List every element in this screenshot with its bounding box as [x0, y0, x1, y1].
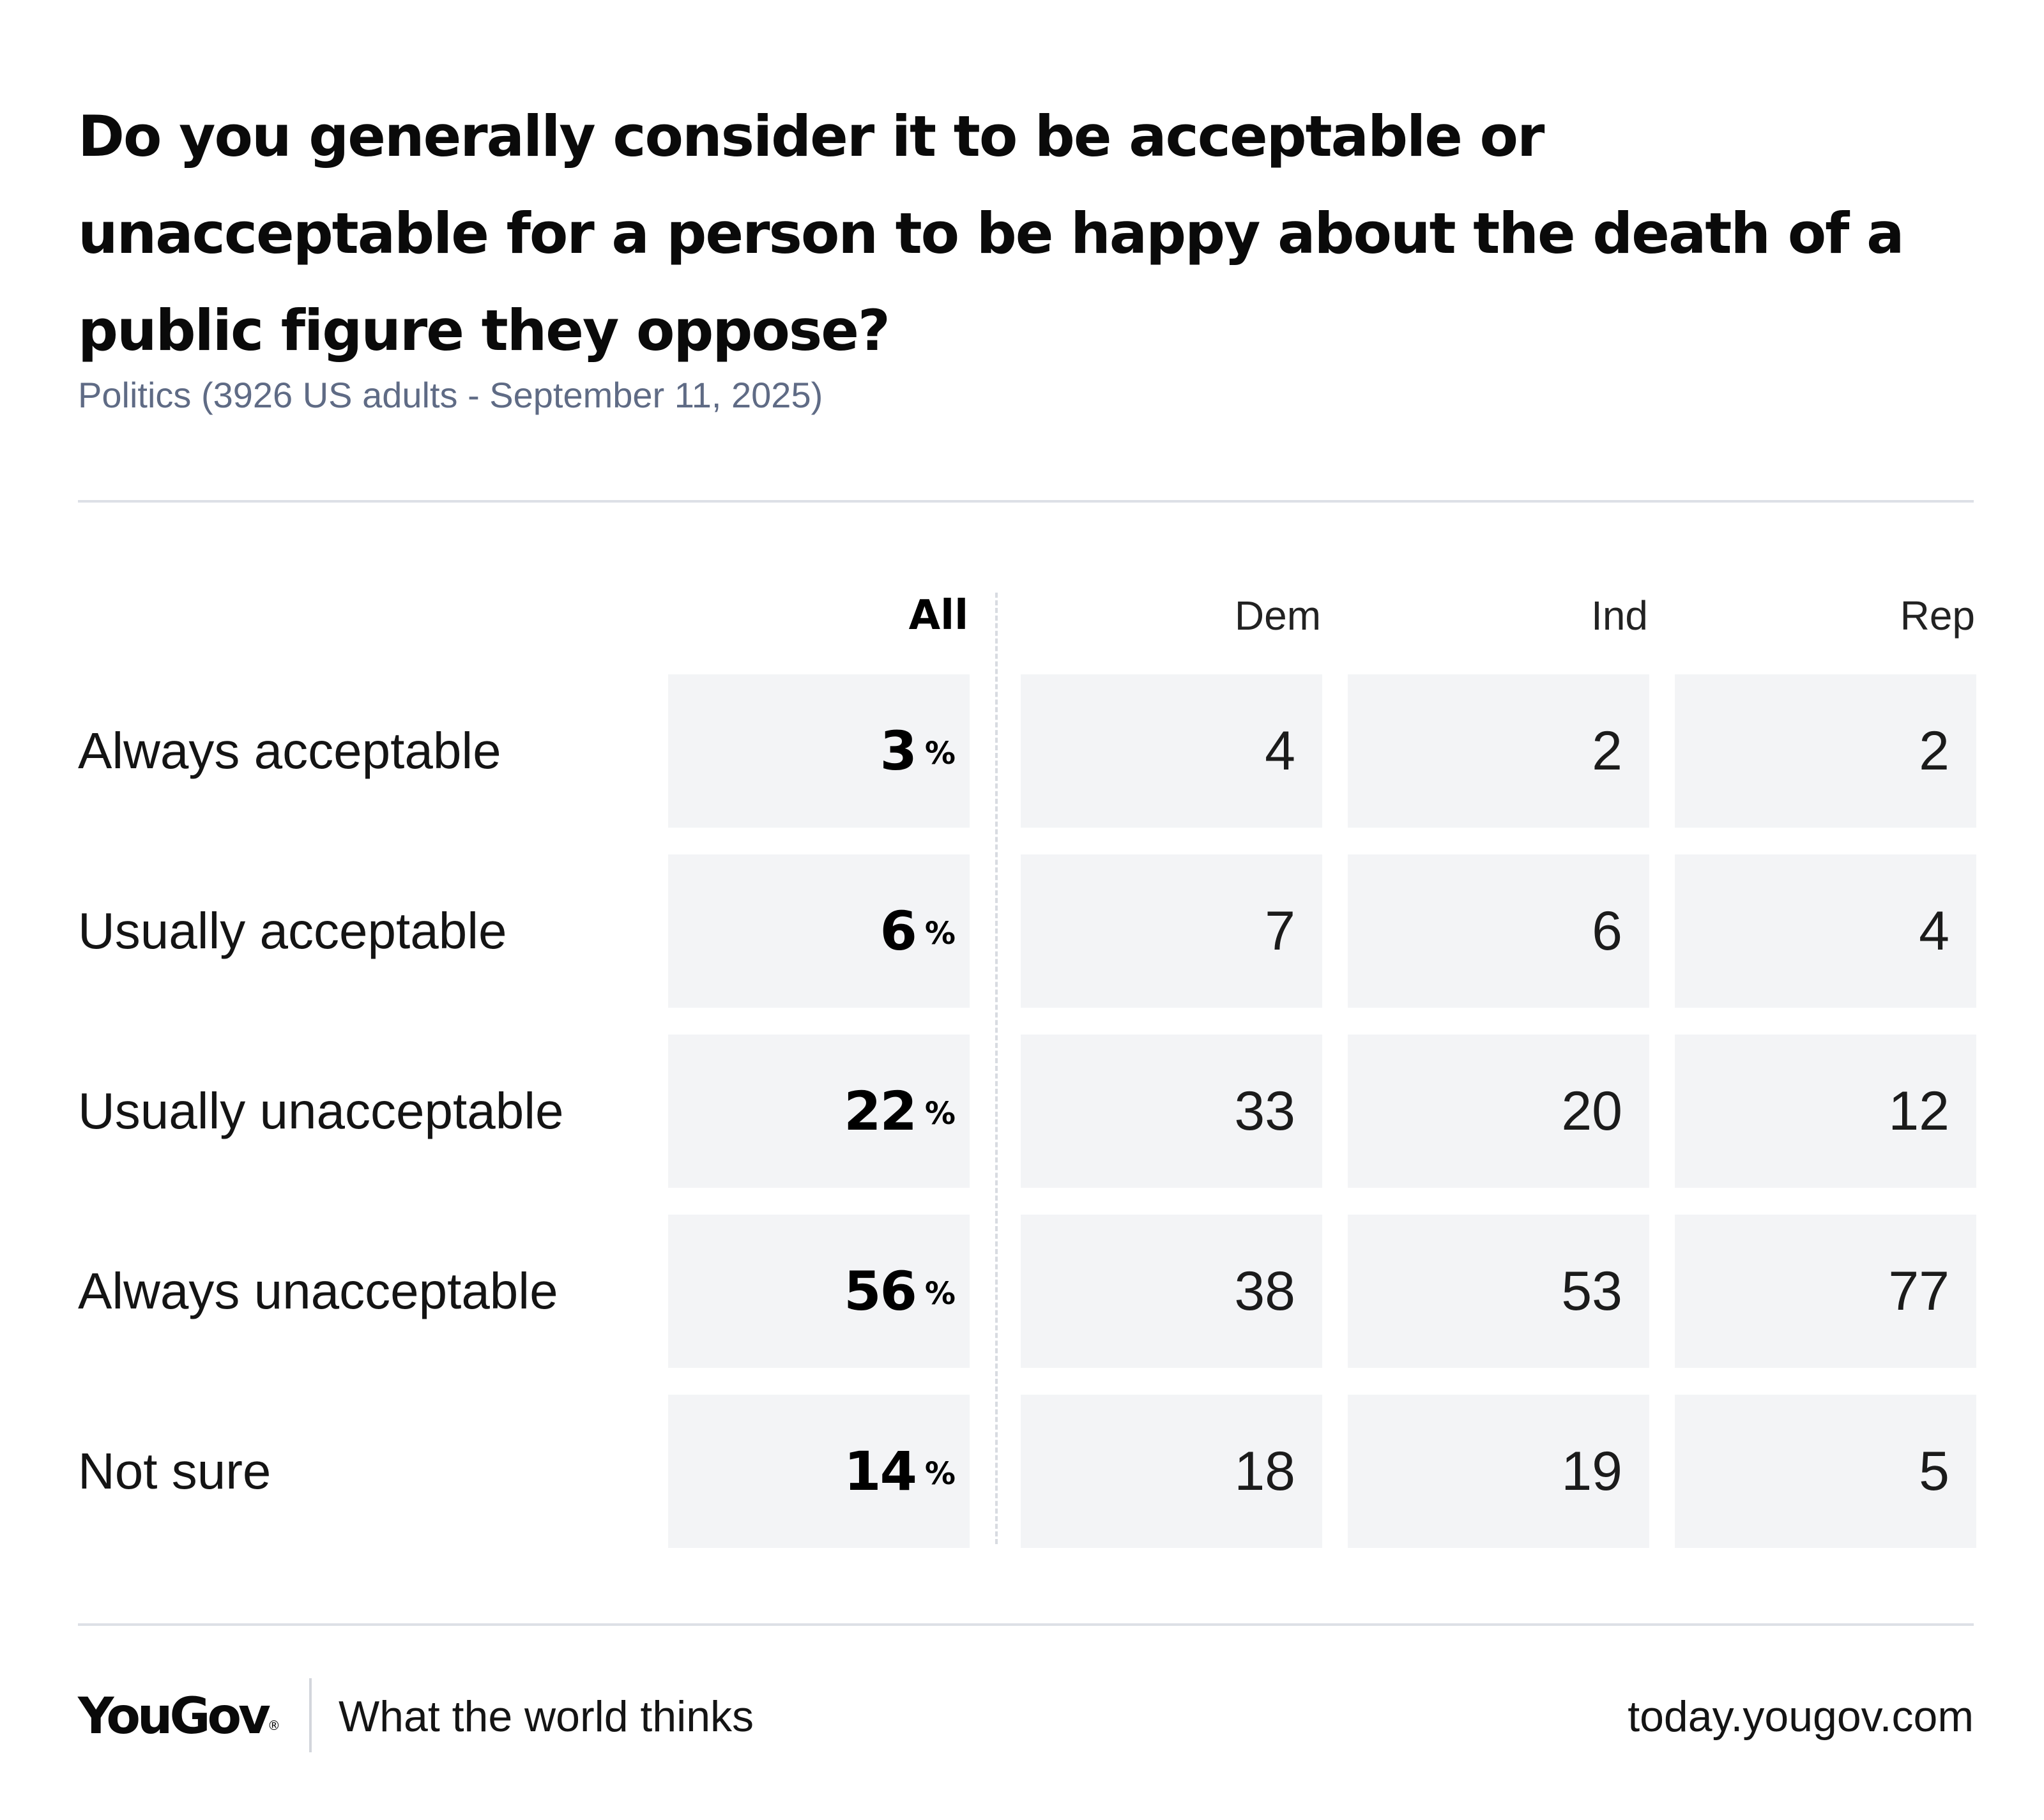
data-cell-dem: 18: [1021, 1395, 1322, 1548]
value-label: 56: [844, 1260, 917, 1323]
data-cell-dem: 7: [1021, 854, 1322, 1008]
column-header-dem: Dem: [1234, 593, 1321, 639]
value-label: 12: [1888, 1081, 1949, 1142]
data-cell-all: 56%: [668, 1215, 970, 1368]
top-divider: [78, 500, 1974, 503]
value-label: 4: [1265, 720, 1295, 782]
data-cell-rep: 77: [1675, 1215, 1976, 1368]
data-cell-all: 6%: [668, 854, 970, 1008]
value-label: 3: [880, 720, 917, 782]
data-cell-ind: 53: [1348, 1215, 1649, 1368]
value-label: 53: [1561, 1261, 1622, 1322]
value-label: 77: [1888, 1261, 1949, 1322]
data-cell-rep: 5: [1675, 1395, 1976, 1548]
value-label: 2: [1592, 720, 1622, 782]
bottom-divider: [78, 1623, 1974, 1626]
value-label: 7: [1265, 900, 1295, 962]
value-label: 33: [1234, 1081, 1295, 1142]
row-label: Always unacceptable: [78, 1263, 558, 1319]
data-cell-rep: 12: [1675, 1035, 1976, 1188]
value-label: 6: [880, 900, 917, 962]
data-cell-dem: 33: [1021, 1035, 1322, 1188]
value-label: 5: [1919, 1441, 1949, 1502]
data-cell-all: 14%: [668, 1395, 970, 1548]
data-cell-dem: 4: [1021, 674, 1322, 828]
footer-separator: [309, 1678, 312, 1752]
percent-sign: %: [924, 736, 956, 771]
value-label: 19: [1561, 1441, 1622, 1502]
percent-sign: %: [924, 916, 956, 952]
value-label: 38: [1234, 1261, 1295, 1322]
footer-tagline: What the world thinks: [339, 1692, 754, 1741]
footer-url[interactable]: today.yougov.com: [1628, 1692, 1974, 1741]
row-label: Usually acceptable: [78, 902, 507, 959]
chart-subtitle: Politics (3926 US adults - September 11,…: [78, 375, 823, 415]
data-cell-dem: 38: [1021, 1215, 1322, 1368]
value-label: 18: [1234, 1441, 1295, 1502]
row-label: Always acceptable: [78, 722, 501, 779]
data-cell-ind: 6: [1348, 854, 1649, 1008]
yougov-logo[interactable]: YouGov®: [78, 1685, 280, 1748]
row-label: Usually unacceptable: [78, 1082, 564, 1139]
percent-sign: %: [924, 1456, 956, 1492]
chart-title: Do you generally consider it to be accep…: [78, 103, 1904, 363]
registered-mark: ®: [267, 1718, 280, 1733]
data-cell-ind: 2: [1348, 674, 1649, 828]
value-label: 6: [1592, 900, 1622, 962]
column-header-all: All: [908, 592, 968, 639]
value-label: 4: [1919, 900, 1949, 962]
column-header-rep: Rep: [1900, 593, 1975, 639]
row-label: Not sure: [78, 1443, 271, 1499]
value-label: 14: [844, 1440, 917, 1503]
data-cell-ind: 19: [1348, 1395, 1649, 1548]
data-cell-all: 3%: [668, 674, 970, 828]
value-label: 22: [844, 1080, 917, 1142]
value-label: 2: [1919, 720, 1949, 782]
percent-sign: %: [924, 1096, 956, 1132]
data-cell-rep: 2: [1675, 674, 1976, 828]
yougov-logo-text: YouGov: [78, 1688, 271, 1745]
data-cell-all: 22%: [668, 1035, 970, 1188]
data-cell-rep: 4: [1675, 854, 1976, 1008]
column-header-ind: Ind: [1591, 593, 1648, 639]
data-cell-ind: 20: [1348, 1035, 1649, 1188]
value-label: 20: [1561, 1081, 1622, 1142]
all-column-divider: [995, 593, 998, 1544]
percent-sign: %: [924, 1276, 956, 1312]
